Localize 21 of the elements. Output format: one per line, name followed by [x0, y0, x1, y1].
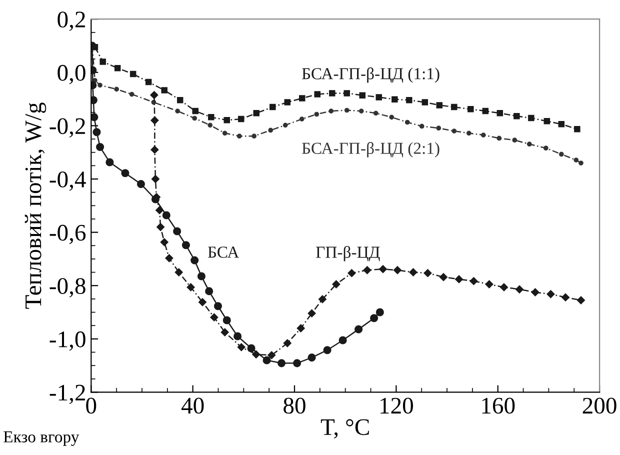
y-axis-title: Тепловий потік, W/g: [24, 102, 46, 309]
y-tick-label: -0,8: [50, 278, 86, 298]
text: Екзо вгору: [4, 431, 80, 446]
y-tick-label: -0,2: [50, 118, 85, 138]
x-tick-label: 160: [482, 398, 515, 414]
y-tick-label: 0,2: [58, 12, 85, 31]
y-tick-label: -1,0: [50, 331, 86, 351]
series-label: БСА-ГП-β-ЦД (1:1): [302, 67, 440, 83]
y-tick-label: -0,6: [50, 224, 86, 244]
x-tick-label: 200: [582, 398, 616, 414]
y-tick-label: -0,4: [50, 172, 86, 191]
series-label: БСА-ГП-β-ЦД (2:1): [302, 142, 440, 158]
x-tick-label: 120: [380, 398, 413, 414]
y-tick-label: 0,0: [58, 64, 86, 84]
x-axis-title: T, °C: [320, 419, 369, 438]
x-tick-label: 80: [284, 398, 306, 414]
series-label: БСА: [208, 246, 240, 258]
series-label: ГП-β-ЦД: [316, 246, 380, 262]
x-tick-label: 40: [181, 398, 204, 414]
y-tick-label: -1,2: [50, 384, 85, 404]
x-tick-label: 0: [86, 398, 96, 414]
